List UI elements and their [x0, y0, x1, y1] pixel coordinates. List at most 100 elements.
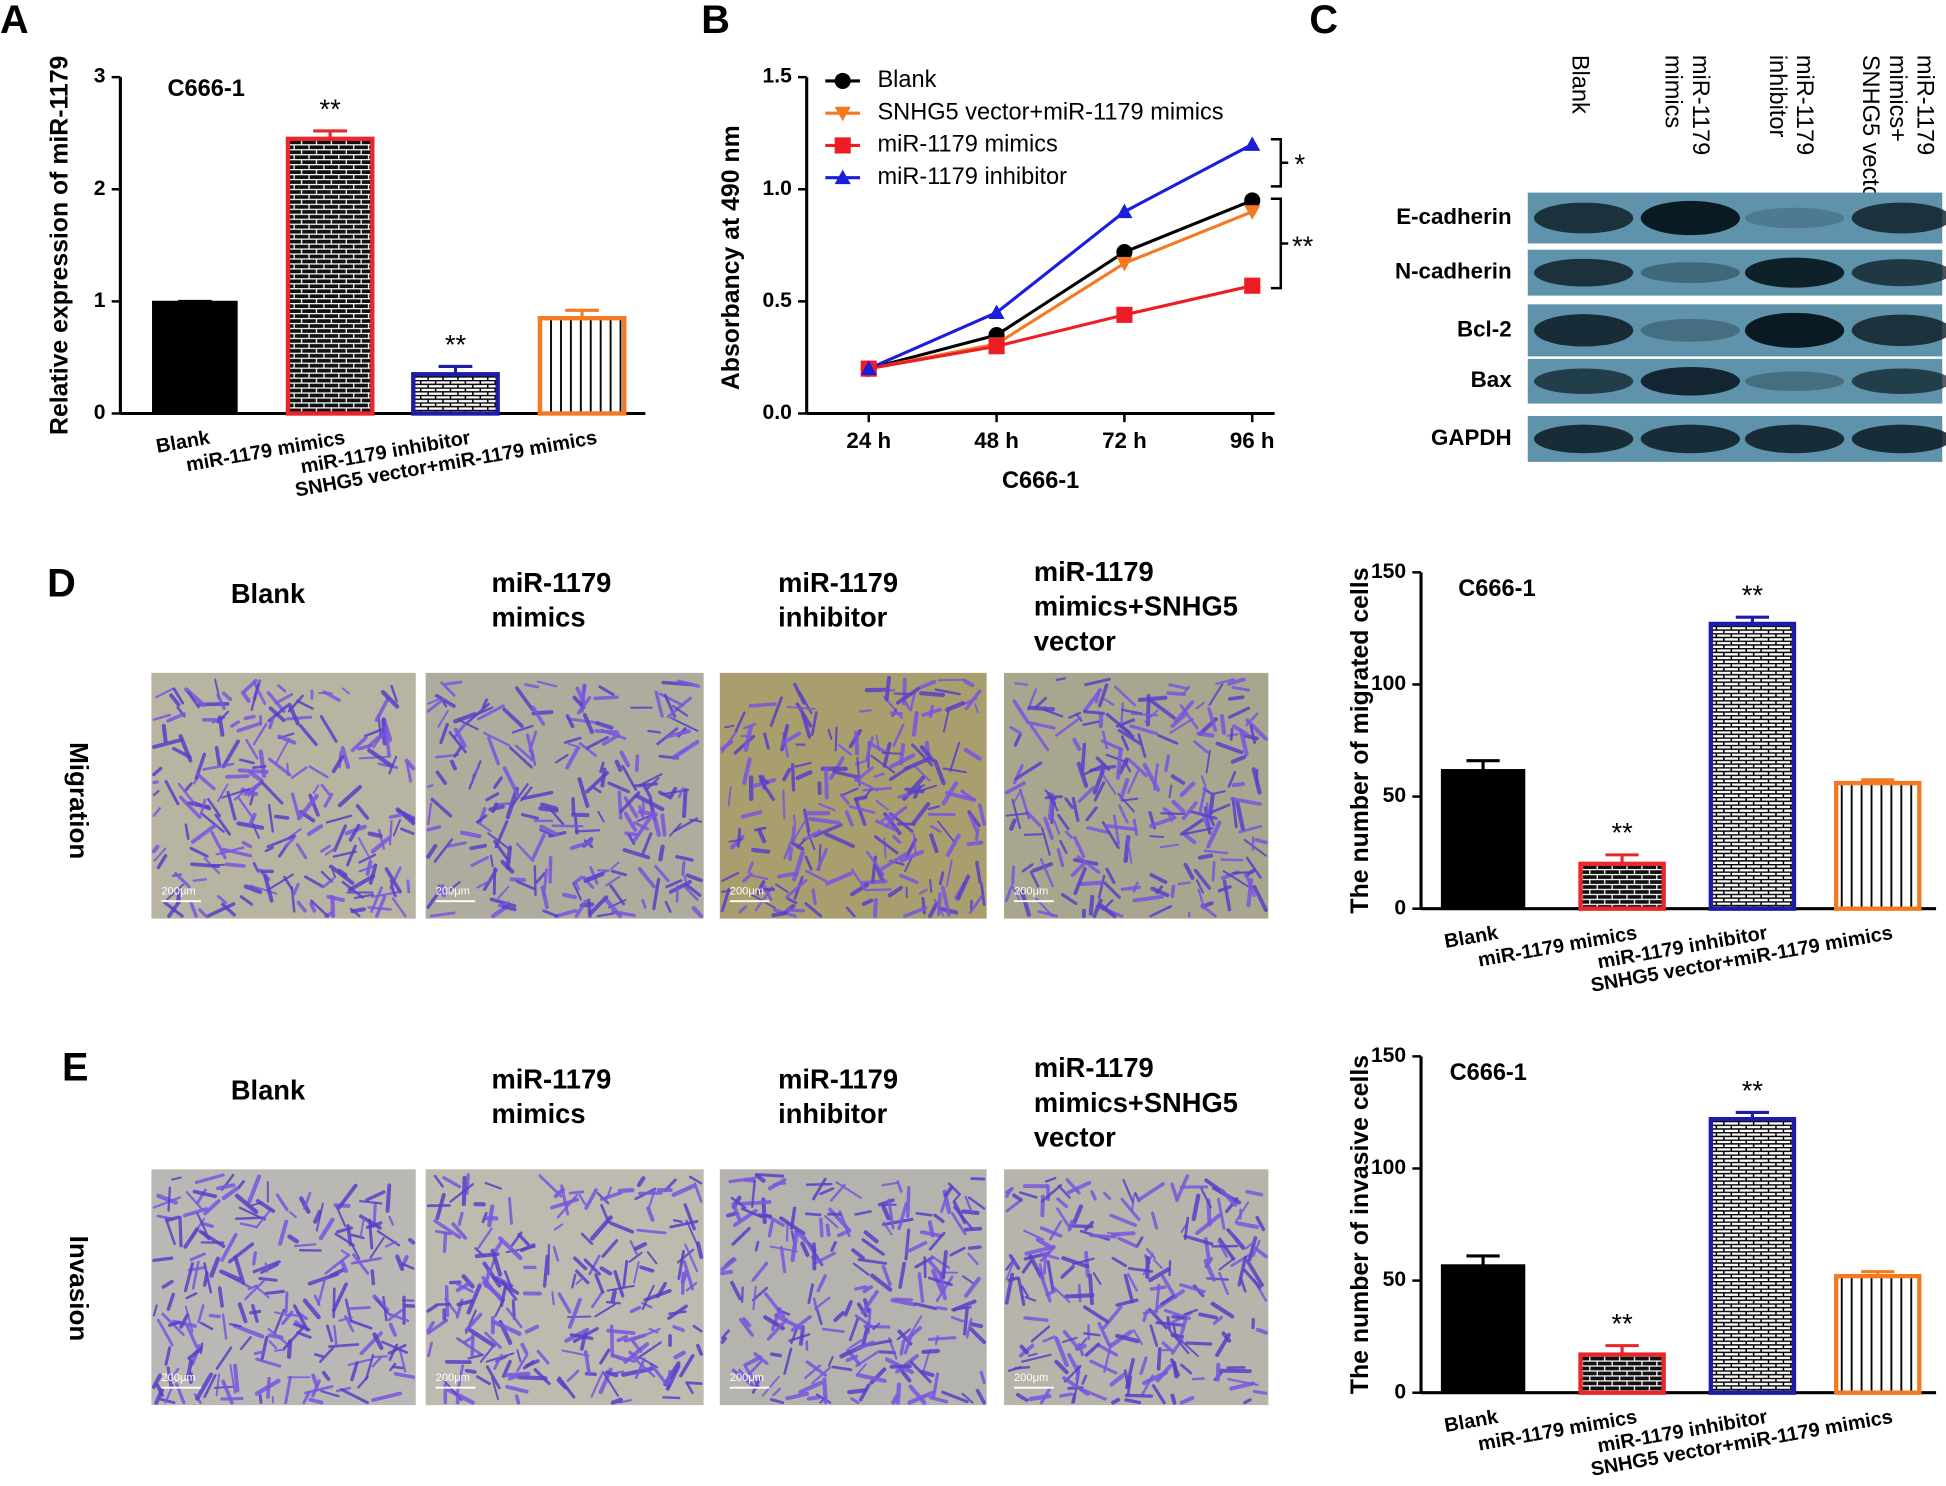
cell	[487, 1204, 495, 1228]
cell	[167, 899, 182, 918]
cell	[1011, 865, 1016, 885]
cell	[447, 841, 467, 848]
cell	[747, 1360, 763, 1376]
cell	[183, 1262, 195, 1293]
cell	[919, 691, 946, 698]
point	[988, 338, 1005, 355]
cell	[654, 690, 664, 718]
cell	[533, 865, 537, 897]
cell	[1229, 727, 1234, 741]
cell	[1101, 730, 1109, 750]
cell	[623, 1333, 647, 1343]
cell	[927, 805, 941, 811]
cell	[1145, 1255, 1150, 1280]
cell	[685, 883, 702, 897]
cell	[676, 679, 700, 688]
cell	[815, 1308, 823, 1326]
cell	[950, 1212, 967, 1236]
cell	[1089, 1233, 1117, 1239]
cell	[911, 711, 919, 737]
cell	[884, 816, 896, 828]
cell	[757, 1213, 772, 1218]
cell	[923, 1256, 927, 1279]
cell	[350, 1361, 359, 1382]
cell	[288, 827, 302, 839]
cell	[670, 716, 699, 732]
cell	[388, 813, 403, 819]
cell	[772, 1181, 787, 1186]
cell	[446, 1387, 475, 1405]
cell	[179, 1313, 190, 1329]
cell	[583, 1258, 601, 1276]
cell	[1245, 873, 1256, 898]
bracket	[1270, 137, 1289, 188]
cell	[357, 743, 373, 751]
cell	[919, 745, 935, 763]
cell	[638, 1356, 659, 1369]
y-tick-label: 2	[94, 177, 106, 200]
cell	[750, 874, 769, 881]
blot-band	[1851, 259, 1946, 287]
cell	[1094, 688, 1101, 704]
cell	[1123, 1273, 1135, 1304]
cell	[913, 764, 931, 782]
cell	[258, 1394, 263, 1405]
cell	[339, 1387, 369, 1405]
cell	[1028, 721, 1056, 730]
cell	[453, 712, 477, 724]
cell	[1023, 1316, 1049, 1322]
cell	[1064, 797, 1074, 810]
cell	[505, 1384, 529, 1394]
cell	[1014, 682, 1029, 686]
cell	[530, 750, 537, 767]
cell	[1196, 731, 1215, 738]
cell	[648, 1327, 659, 1334]
cell	[614, 759, 623, 772]
cell	[1215, 1332, 1231, 1358]
cell	[346, 1224, 353, 1247]
cell	[794, 761, 812, 768]
cell	[1168, 1260, 1172, 1277]
cell	[1066, 1180, 1092, 1195]
cell	[1020, 1285, 1030, 1298]
cell	[667, 1369, 672, 1384]
cell	[237, 1302, 248, 1324]
cell	[308, 1397, 324, 1405]
cell	[1070, 861, 1087, 878]
cell	[1205, 749, 1211, 774]
panel-label: B	[701, 0, 730, 42]
cell	[848, 805, 876, 814]
cell	[1151, 1384, 1166, 1405]
cell	[337, 1183, 358, 1210]
x-tick-label: 24 h	[846, 428, 891, 453]
cell	[391, 897, 407, 918]
row-label: N-cadherin	[1395, 259, 1512, 284]
cell	[498, 1236, 523, 1261]
cell	[1208, 683, 1224, 707]
cell	[968, 813, 979, 834]
cell	[633, 815, 653, 842]
y-tick-label: 0	[94, 401, 106, 424]
panel-label: C	[1309, 0, 1338, 42]
cell	[167, 1186, 172, 1212]
cell	[372, 1201, 377, 1226]
cell	[369, 1237, 385, 1259]
cell	[580, 1232, 594, 1246]
cell	[1117, 728, 1143, 746]
cell	[1118, 804, 1129, 824]
cell	[200, 1221, 214, 1228]
cell	[195, 1372, 214, 1401]
cell	[956, 874, 971, 901]
cell	[161, 723, 168, 743]
cell	[347, 874, 376, 892]
cell	[875, 799, 889, 811]
cell	[857, 1363, 867, 1374]
cell	[470, 856, 490, 867]
cell	[1200, 1187, 1212, 1209]
bracket	[1270, 197, 1289, 290]
cell	[1228, 695, 1245, 701]
cell	[447, 881, 461, 893]
cell	[792, 816, 808, 842]
cell	[1085, 806, 1098, 822]
cell	[166, 883, 185, 901]
